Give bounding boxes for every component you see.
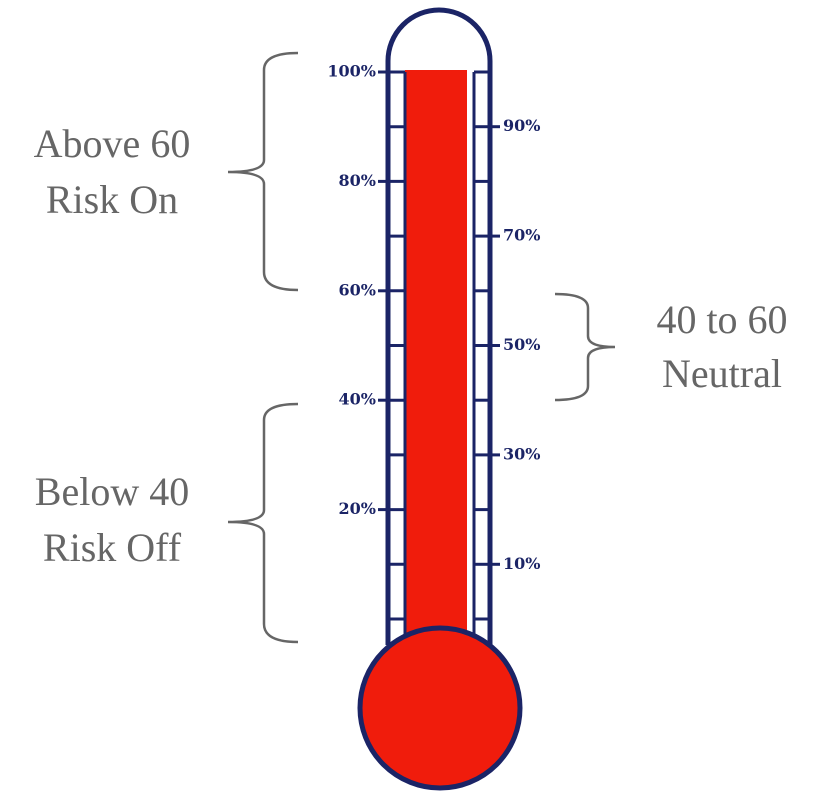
tick-label: 80%	[339, 171, 376, 190]
bulb	[357, 625, 523, 791]
bracket	[227, 402, 299, 644]
bracket	[554, 292, 616, 402]
tick-label: 100%	[327, 62, 376, 81]
zone-label: 40 to 60	[656, 297, 787, 342]
bracket	[227, 51, 299, 292]
tick-label: 90%	[503, 116, 540, 135]
zone-label: Above 60	[34, 121, 191, 166]
thermometer	[357, 7, 523, 791]
zone-label: Neutral	[662, 351, 782, 396]
zone-label: Risk Off	[43, 525, 182, 570]
tick-label: 70%	[503, 226, 540, 245]
mercury	[405, 70, 467, 670]
tick-label: 10%	[503, 554, 540, 573]
zone-label: Risk On	[46, 177, 178, 222]
tick-label: 50%	[503, 335, 540, 354]
zone-label: Below 40	[35, 469, 189, 514]
tick-label: 30%	[503, 444, 540, 463]
tick-label: 20%	[339, 499, 376, 518]
tick-label: 40%	[339, 390, 376, 409]
tick-label: 60%	[339, 280, 376, 299]
brackets	[227, 51, 616, 644]
